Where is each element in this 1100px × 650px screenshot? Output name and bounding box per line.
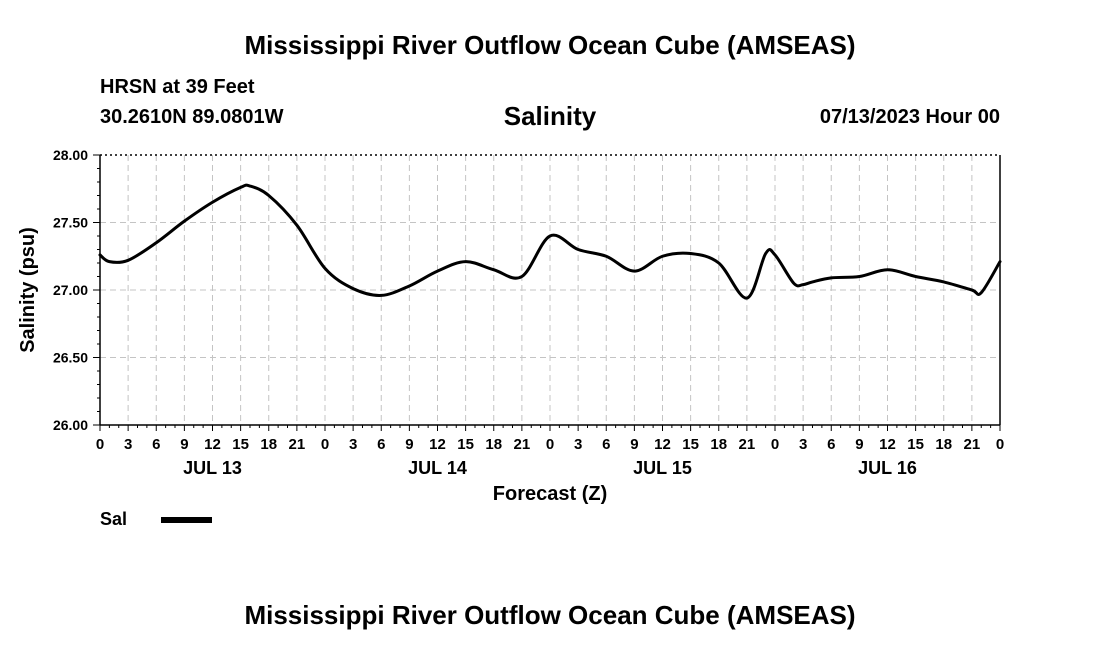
x-tick-label: 0	[771, 436, 779, 453]
tick-marks	[93, 154, 1001, 431]
day-labels: JUL 13 JUL 14 JUL 15 JUL 16	[183, 458, 917, 478]
x-tick-label: 6	[827, 436, 835, 453]
legend-label: Sal	[100, 509, 128, 529]
x-tick-label: 21	[964, 436, 981, 453]
x-tick-label: 9	[855, 436, 863, 453]
x-tick-label: 12	[204, 436, 221, 453]
x-tick-label: 21	[739, 436, 756, 453]
x-tick-label: 3	[574, 436, 582, 453]
x-tick-label: 21	[289, 436, 306, 453]
y-tick-label: 26.50	[53, 350, 88, 366]
x-tick-label: 3	[799, 436, 807, 453]
x-tick-label: 18	[935, 436, 952, 453]
x-tick-label: 12	[879, 436, 896, 453]
y-tick-label: 28.00	[53, 147, 88, 163]
x-tick-label: 15	[907, 436, 924, 453]
main-title: Mississippi River Outflow Ocean Cube (AM…	[244, 30, 856, 60]
x-tick-label: 15	[457, 436, 474, 453]
x-tick-label: 9	[180, 436, 188, 453]
x-tick-label: 0	[321, 436, 329, 453]
y-tick-label: 27.00	[53, 282, 88, 298]
x-tick-label: 6	[602, 436, 610, 453]
x-tick-label: 0	[996, 436, 1004, 453]
y-tick-labels: 26.00 26.50 27.00 27.50 28.00	[53, 147, 88, 433]
x-tick-labels: 0 3 6 9 12 15 18 21 0 3 6 9 12 15 18 21 0 3 6 9 12 15 18 21 0 3 6 9…	[96, 436, 1004, 453]
series-layer	[98, 183, 1002, 300]
x-tick-label: 18	[260, 436, 277, 453]
x-tick-label: 9	[630, 436, 638, 453]
x-tick-label: 21	[514, 436, 531, 453]
x-tick-label: 12	[654, 436, 671, 453]
x-axis-label: Forecast (Z)	[493, 483, 607, 505]
x-tick-label: 3	[124, 436, 132, 453]
x-tick-label: 18	[485, 436, 502, 453]
x-tick-label: 15	[232, 436, 249, 453]
x-tick-label: 0	[546, 436, 554, 453]
y-tick-label: 27.50	[53, 215, 88, 231]
grid	[100, 155, 1000, 425]
footer-title: Mississippi River Outflow Ocean Cube (AM…	[244, 600, 856, 630]
legend-swatch	[161, 517, 212, 523]
x-tick-label: 9	[405, 436, 413, 453]
coordinates-label: 30.2610N 89.0801W	[100, 106, 284, 128]
x-tick-label: 15	[682, 436, 699, 453]
chart-title: Salinity	[503, 101, 597, 131]
datetime-label: 07/13/2023 Hour 00	[819, 106, 1000, 128]
x-tick-label: 12	[429, 436, 446, 453]
series-line-sal	[98, 183, 1002, 300]
day-label: JUL 16	[858, 458, 917, 478]
x-tick-label: 6	[152, 436, 160, 453]
y-tick-label: 26.00	[53, 417, 88, 433]
y-axis-label: Salinity (psu)	[17, 227, 39, 353]
x-tick-label: 18	[710, 436, 727, 453]
day-label: JUL 13	[183, 458, 242, 478]
station-label: HRSN at 39 Feet	[100, 76, 255, 98]
day-label: JUL 14	[408, 458, 467, 478]
x-tick-label: 6	[377, 436, 385, 453]
day-label: JUL 15	[633, 458, 692, 478]
x-tick-label: 0	[96, 436, 104, 453]
x-tick-label: 3	[349, 436, 357, 453]
